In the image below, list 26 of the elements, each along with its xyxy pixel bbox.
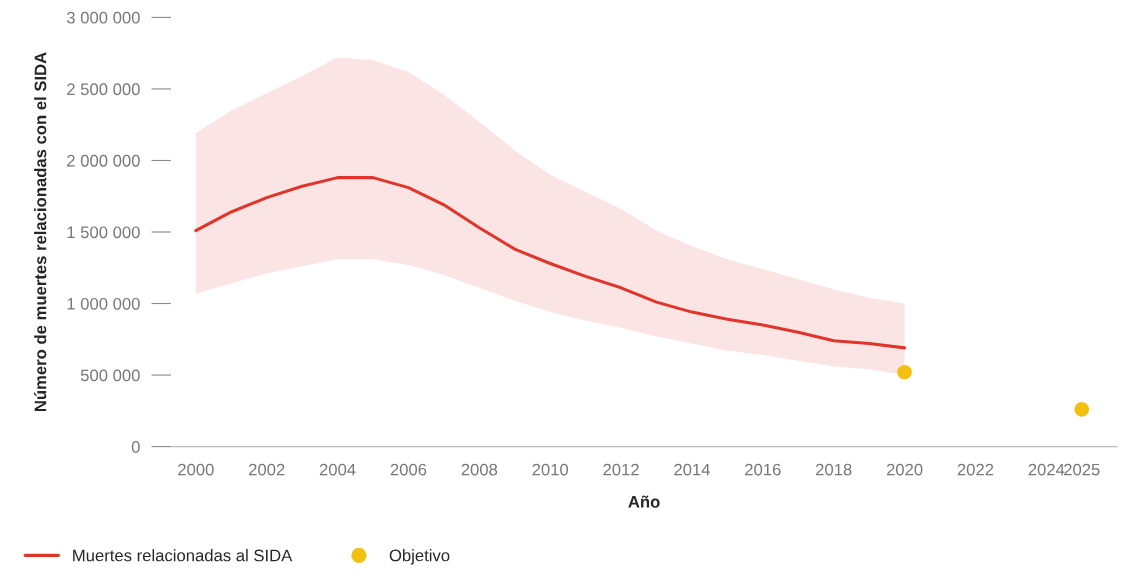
x-tick-label: 2016 xyxy=(745,463,781,476)
x-tick-label: 2024 xyxy=(1028,463,1065,476)
x-tick-label: 2000 xyxy=(178,463,214,476)
x-tick-label: 2006 xyxy=(390,463,427,476)
x-axis-title: Año xyxy=(628,495,660,508)
x-tick-label: 2020 xyxy=(886,463,923,476)
x-tick-label: 2004 xyxy=(319,463,356,476)
x-tick-label: 2025 xyxy=(1064,463,1100,476)
x-tick-label: 2018 xyxy=(816,463,852,476)
y-tick-label: 2 000 000 xyxy=(67,154,140,167)
x-tick-label: 2022 xyxy=(957,463,994,476)
y-tick-label: 1 500 000 xyxy=(67,226,140,239)
line-series xyxy=(194,176,907,350)
x-tick-label: 2002 xyxy=(248,463,285,476)
x-tick-label: 2012 xyxy=(603,463,639,476)
x-tick-label: 2008 xyxy=(461,463,498,476)
y-tick-label: 3 000 000 xyxy=(66,11,140,24)
legend-label: Objetivo xyxy=(389,549,450,565)
y-axis-title: Número de muertes relacionadas con el SIDA xyxy=(33,52,47,412)
y-tick-label: 0 xyxy=(131,441,140,453)
y-tick-label: 500 000 xyxy=(80,369,140,382)
x-tick-label: 2010 xyxy=(532,463,569,476)
y-tick-label: 1 000 000 xyxy=(67,297,140,310)
y-tick-label: 2 500 000 xyxy=(67,83,140,96)
x-tick-label: 2014 xyxy=(674,463,710,476)
legend-label: Muertes relacionadas al SIDA xyxy=(73,549,293,562)
